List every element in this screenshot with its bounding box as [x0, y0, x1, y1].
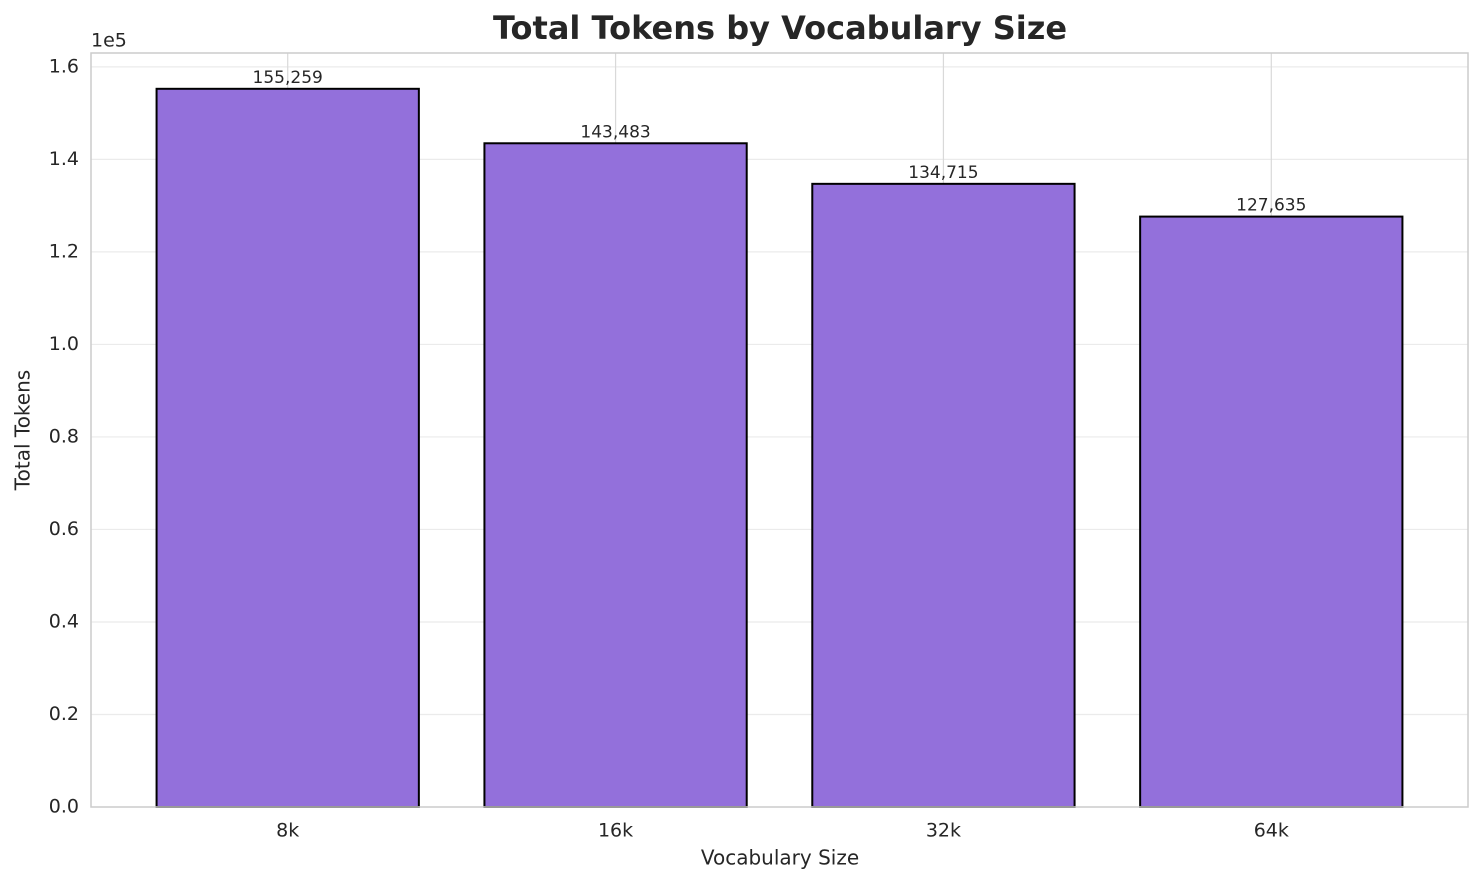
y-tick-label: 0.0	[49, 796, 79, 818]
x-tick-label: 64k	[1254, 820, 1289, 842]
bar	[1139, 215, 1404, 808]
y-offset-label: 1e5	[91, 30, 127, 52]
y-tick-label: 0.2	[49, 703, 79, 725]
x-tick-label: 16k	[598, 820, 633, 842]
x-tick-label: 32k	[926, 820, 961, 842]
bar	[483, 142, 748, 809]
x-axis-label: Vocabulary Size	[701, 846, 859, 870]
x-tick-label: 8k	[276, 820, 299, 842]
y-tick-label: 0.4	[49, 610, 79, 632]
bar	[811, 182, 1076, 808]
y-tick-label: 0.8	[49, 425, 79, 447]
y-tick-label: 1.6	[49, 55, 79, 77]
y-tick-label: 1.2	[49, 240, 79, 262]
plot-frame	[90, 52, 1469, 808]
value-label: 155,259	[253, 68, 323, 88]
y-tick-label: 0.6	[49, 518, 79, 540]
value-label: 127,635	[1236, 196, 1306, 216]
y-axis-label: Total Tokens	[11, 370, 35, 491]
value-label: 134,715	[908, 163, 978, 183]
y-tick-label: 1.0	[49, 333, 79, 355]
chart-title: Total Tokens by Vocabulary Size	[493, 9, 1067, 47]
bar	[155, 87, 420, 809]
y-tick-label: 1.4	[49, 148, 79, 170]
value-label: 143,483	[580, 122, 650, 142]
